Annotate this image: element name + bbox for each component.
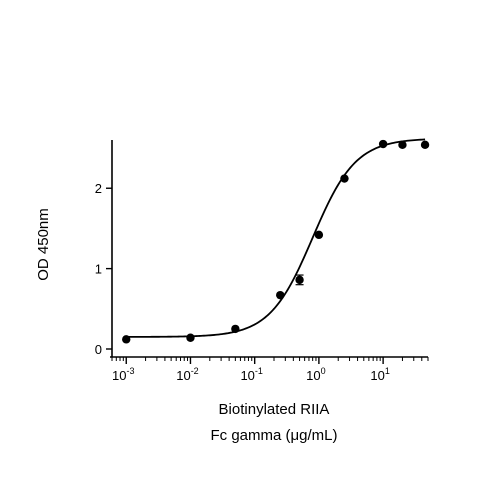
data-point <box>340 174 349 183</box>
fit-curve <box>126 138 426 338</box>
y-axis-label: OD 450nm <box>35 208 52 281</box>
data-point <box>122 335 131 344</box>
x-tick-label: 10-1 <box>240 366 262 383</box>
data-point <box>378 139 388 149</box>
x-tick-label: 10-2 <box>176 366 198 383</box>
y-tick-label: 2 <box>95 181 102 196</box>
data-point <box>231 324 240 334</box>
x-axis-label-line2: Fc gamma (μg/mL) <box>211 427 338 444</box>
data-point <box>314 230 324 240</box>
y-tick-label: 0 <box>95 342 102 357</box>
data-point <box>276 290 285 300</box>
data-point <box>295 275 304 285</box>
x-ticks: 10-3 10-2 10-1 100 101 <box>111 357 429 383</box>
x-axis-label-line1: Biotinylated RIIA <box>219 401 330 418</box>
data-point <box>186 333 195 342</box>
x-tick-label: 101 <box>370 366 389 383</box>
y-tick-label: 1 <box>95 262 102 277</box>
x-tick-label: 10-3 <box>112 366 134 383</box>
x-tick-label: 100 <box>306 366 325 383</box>
data-point <box>420 140 430 150</box>
y-ticks: 0 1 2 <box>95 181 112 357</box>
axes <box>110 140 428 358</box>
data-point <box>398 140 407 150</box>
data-points <box>122 139 430 344</box>
